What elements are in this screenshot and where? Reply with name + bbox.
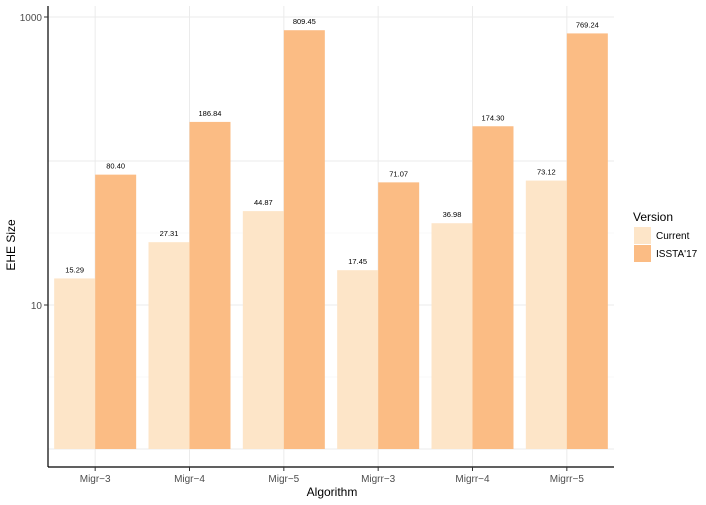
legend-key-issta17	[634, 245, 651, 262]
legend-label: ISSTA'17	[656, 249, 698, 260]
bar-issta17	[566, 33, 608, 449]
data-label: 71.07	[389, 169, 408, 178]
bar-current	[54, 278, 96, 449]
data-label: 186.84	[199, 109, 222, 118]
x-tick-label: Migrr−3	[361, 474, 396, 485]
data-label: 17.45	[348, 257, 367, 266]
data-label: 73.12	[537, 168, 556, 177]
y-tick-labels: 10 1000	[20, 13, 43, 312]
legend-key-current	[634, 227, 651, 244]
y-tick-label: 1000	[20, 13, 43, 24]
x-tick-label: Migrr−5	[550, 474, 585, 485]
data-label: 36.98	[443, 210, 462, 219]
data-label: 174.30	[482, 113, 505, 122]
bar-current	[242, 211, 284, 449]
bar-issta17	[472, 126, 514, 449]
bar-issta17	[95, 174, 137, 449]
x-tick-label: Migrr−4	[455, 474, 490, 485]
data-label: 44.87	[254, 198, 273, 207]
data-labels: 15.29 27.31 44.87 17.45 36.98 73.12 80.40 186.8…	[65, 17, 599, 274]
bar-current	[525, 180, 567, 449]
bars	[54, 30, 608, 450]
bar-current	[431, 223, 473, 449]
legend-label: Current	[656, 231, 690, 242]
bar-issta17	[283, 30, 325, 449]
x-tick-label: Migr−4	[174, 474, 205, 485]
data-label: 80.40	[106, 162, 125, 171]
bar-issta17	[189, 121, 231, 450]
legend-title: Version	[633, 210, 673, 224]
y-axis-title: EHE Size	[4, 219, 18, 271]
x-axis-title: Algorithm	[307, 485, 358, 499]
bar-current	[148, 242, 190, 449]
data-label: 809.45	[293, 17, 316, 26]
x-tick-label: Migr−3	[80, 474, 111, 485]
bar-current	[337, 270, 379, 449]
axes	[44, 6, 614, 471]
data-label: 769.24	[576, 20, 599, 29]
x-tick-labels: Migr−3 Migr−4 Migr−5 Migrr−3 Migrr−4 Migrr−5	[80, 474, 585, 485]
data-label: 15.29	[65, 265, 84, 274]
bar-issta17	[378, 182, 420, 449]
data-label: 27.31	[160, 229, 179, 238]
y-tick-label: 10	[31, 301, 43, 312]
legend: Version Current ISSTA'17	[633, 210, 698, 262]
x-tick-label: Migr−5	[268, 474, 299, 485]
